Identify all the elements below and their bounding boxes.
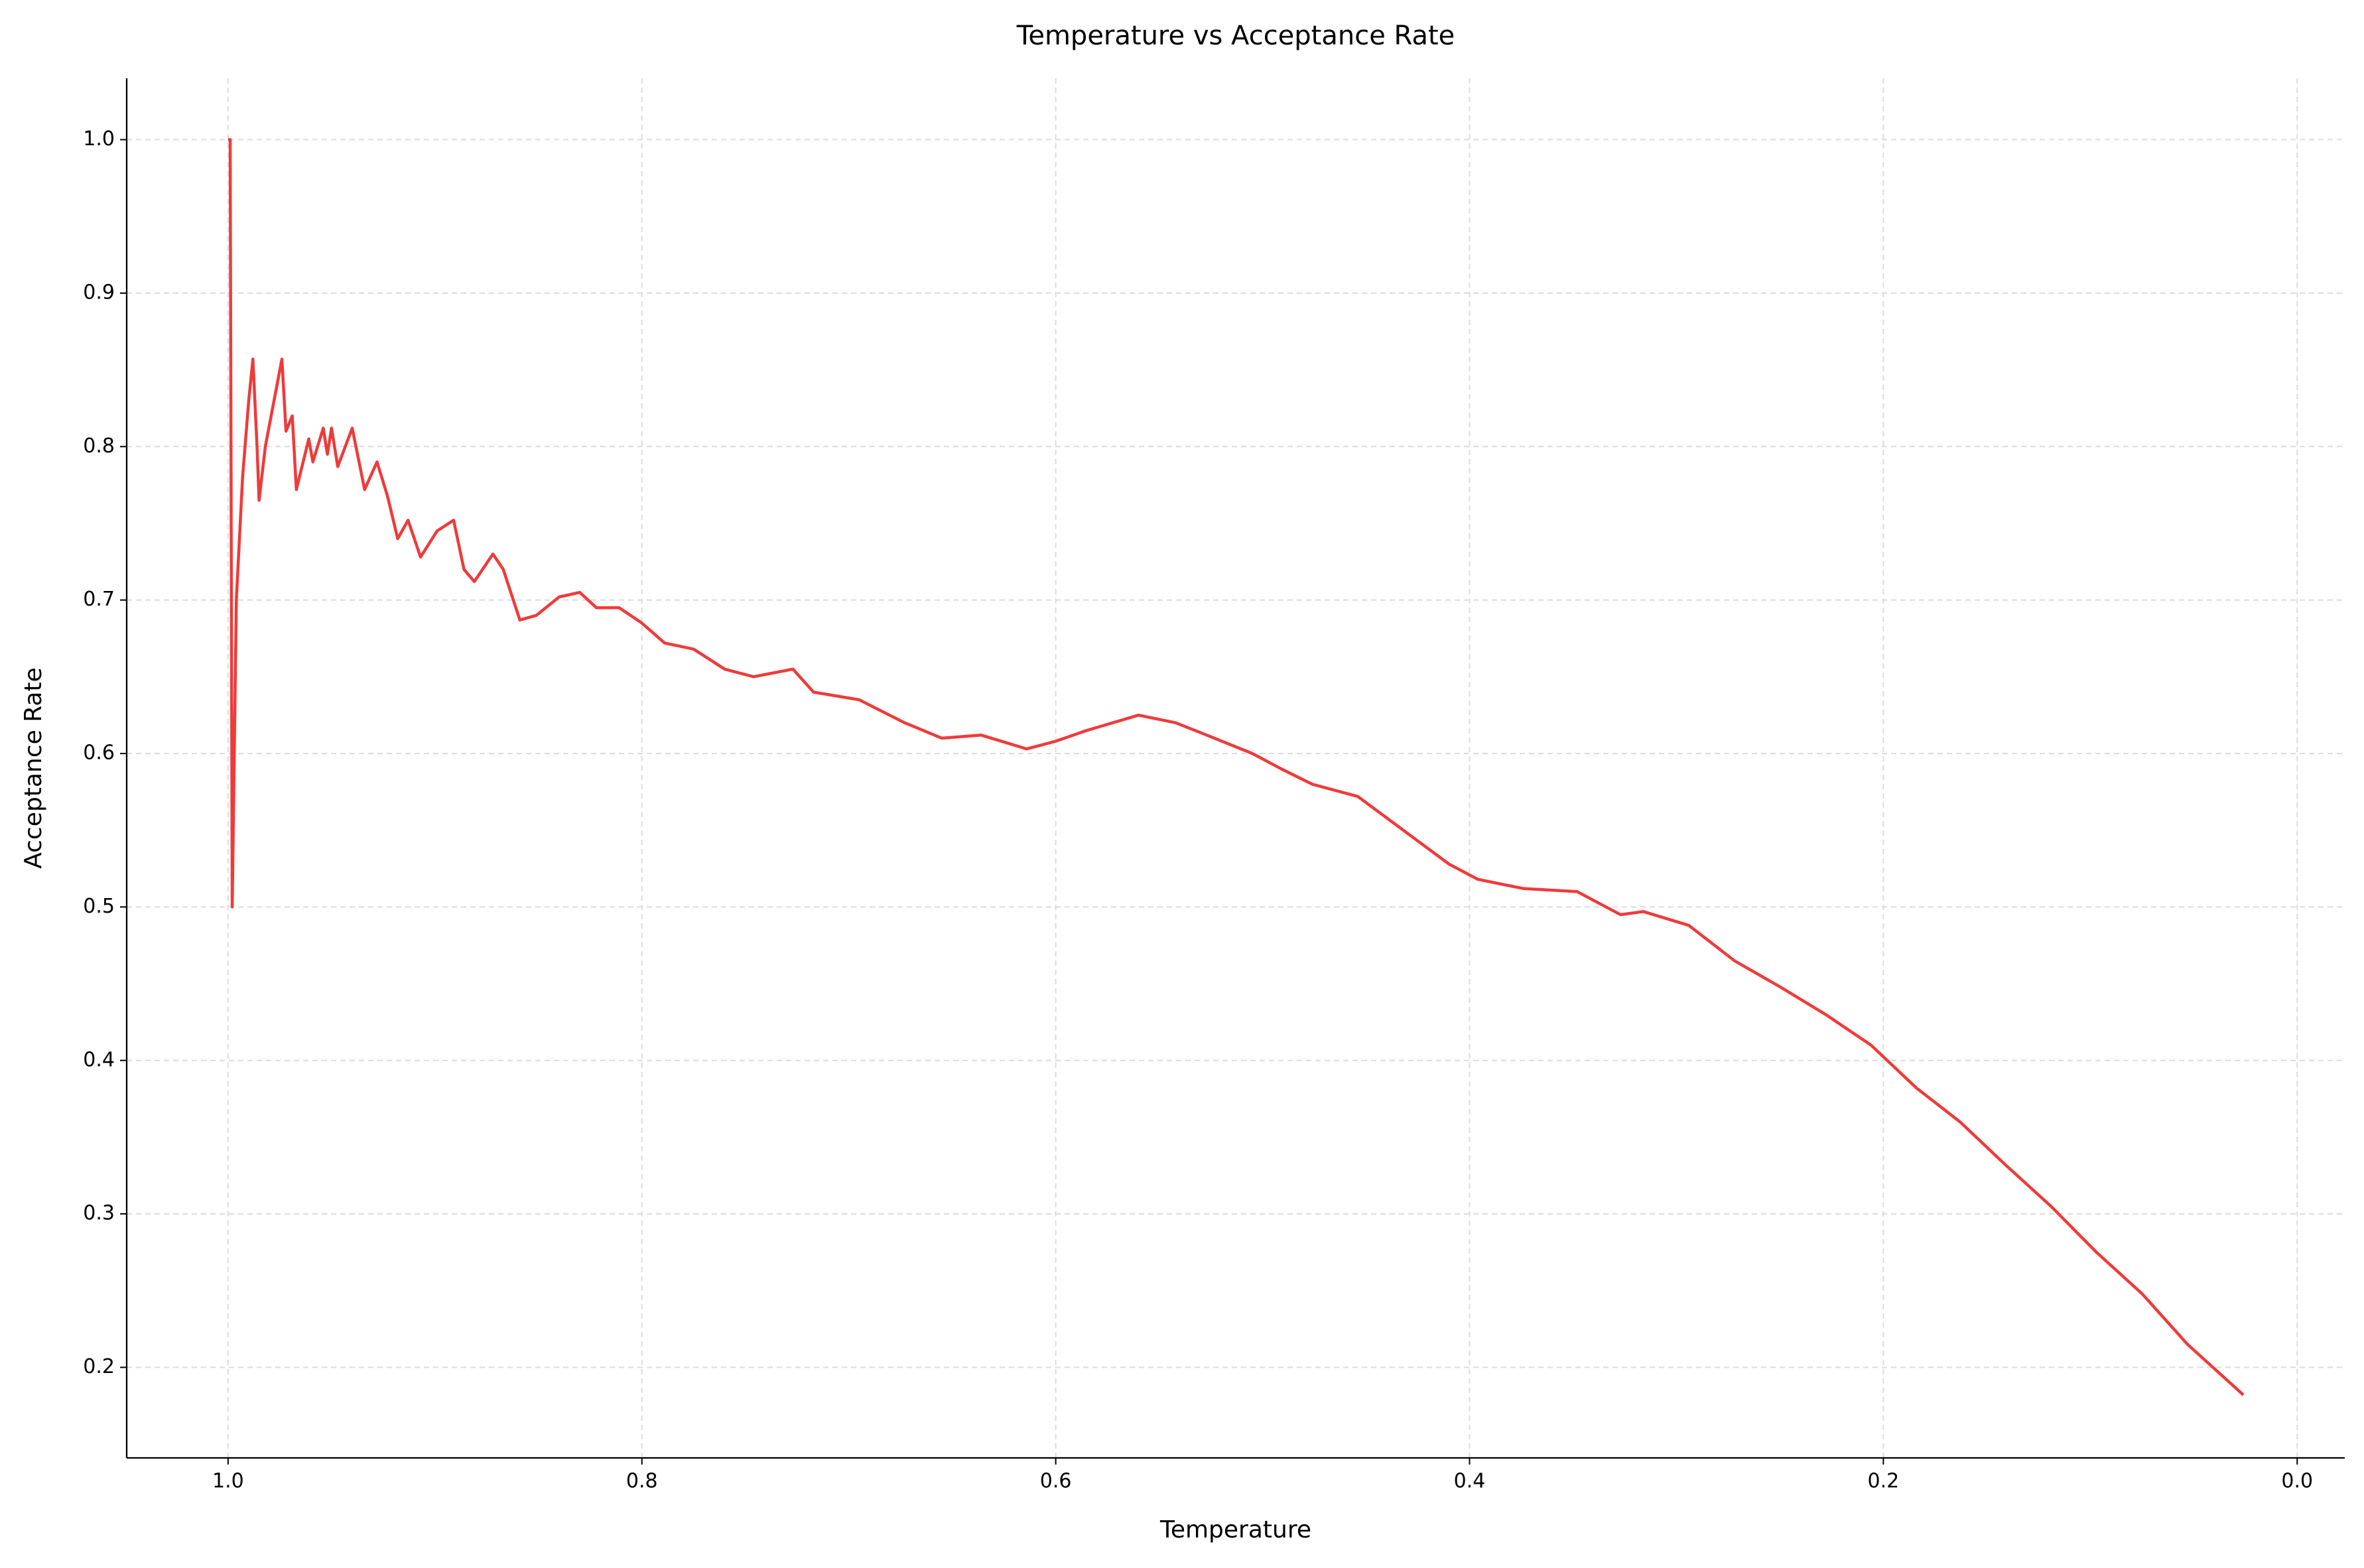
data-line	[228, 138, 2245, 1396]
x-tick-label: 0.2	[1868, 1470, 1900, 1493]
y-axis-label: Acceptance Rate	[20, 667, 47, 869]
x-tick-label: 1.0	[212, 1470, 244, 1493]
y-tick-label: 0.4	[83, 1048, 115, 1071]
x-tick-label: 0.0	[2281, 1470, 2313, 1493]
y-tick-label: 1.0	[83, 127, 115, 151]
x-axis-label: Temperature	[1159, 1516, 1311, 1543]
chart-title: Temperature vs Acceptance Rate	[1016, 21, 1455, 51]
x-tick-label: 0.4	[1454, 1470, 1486, 1493]
x-tick-label: 0.6	[1040, 1470, 1072, 1493]
y-tick-label: 0.9	[83, 281, 115, 304]
y-tick-label: 0.7	[83, 588, 115, 611]
y-tick-label: 0.5	[83, 895, 115, 918]
y-tick-label: 0.3	[83, 1202, 115, 1225]
y-tick-label: 0.6	[83, 742, 115, 765]
y-tick-label: 0.2	[83, 1355, 115, 1378]
y-tick-label: 0.8	[83, 434, 115, 458]
x-tick-label: 0.8	[626, 1470, 658, 1493]
